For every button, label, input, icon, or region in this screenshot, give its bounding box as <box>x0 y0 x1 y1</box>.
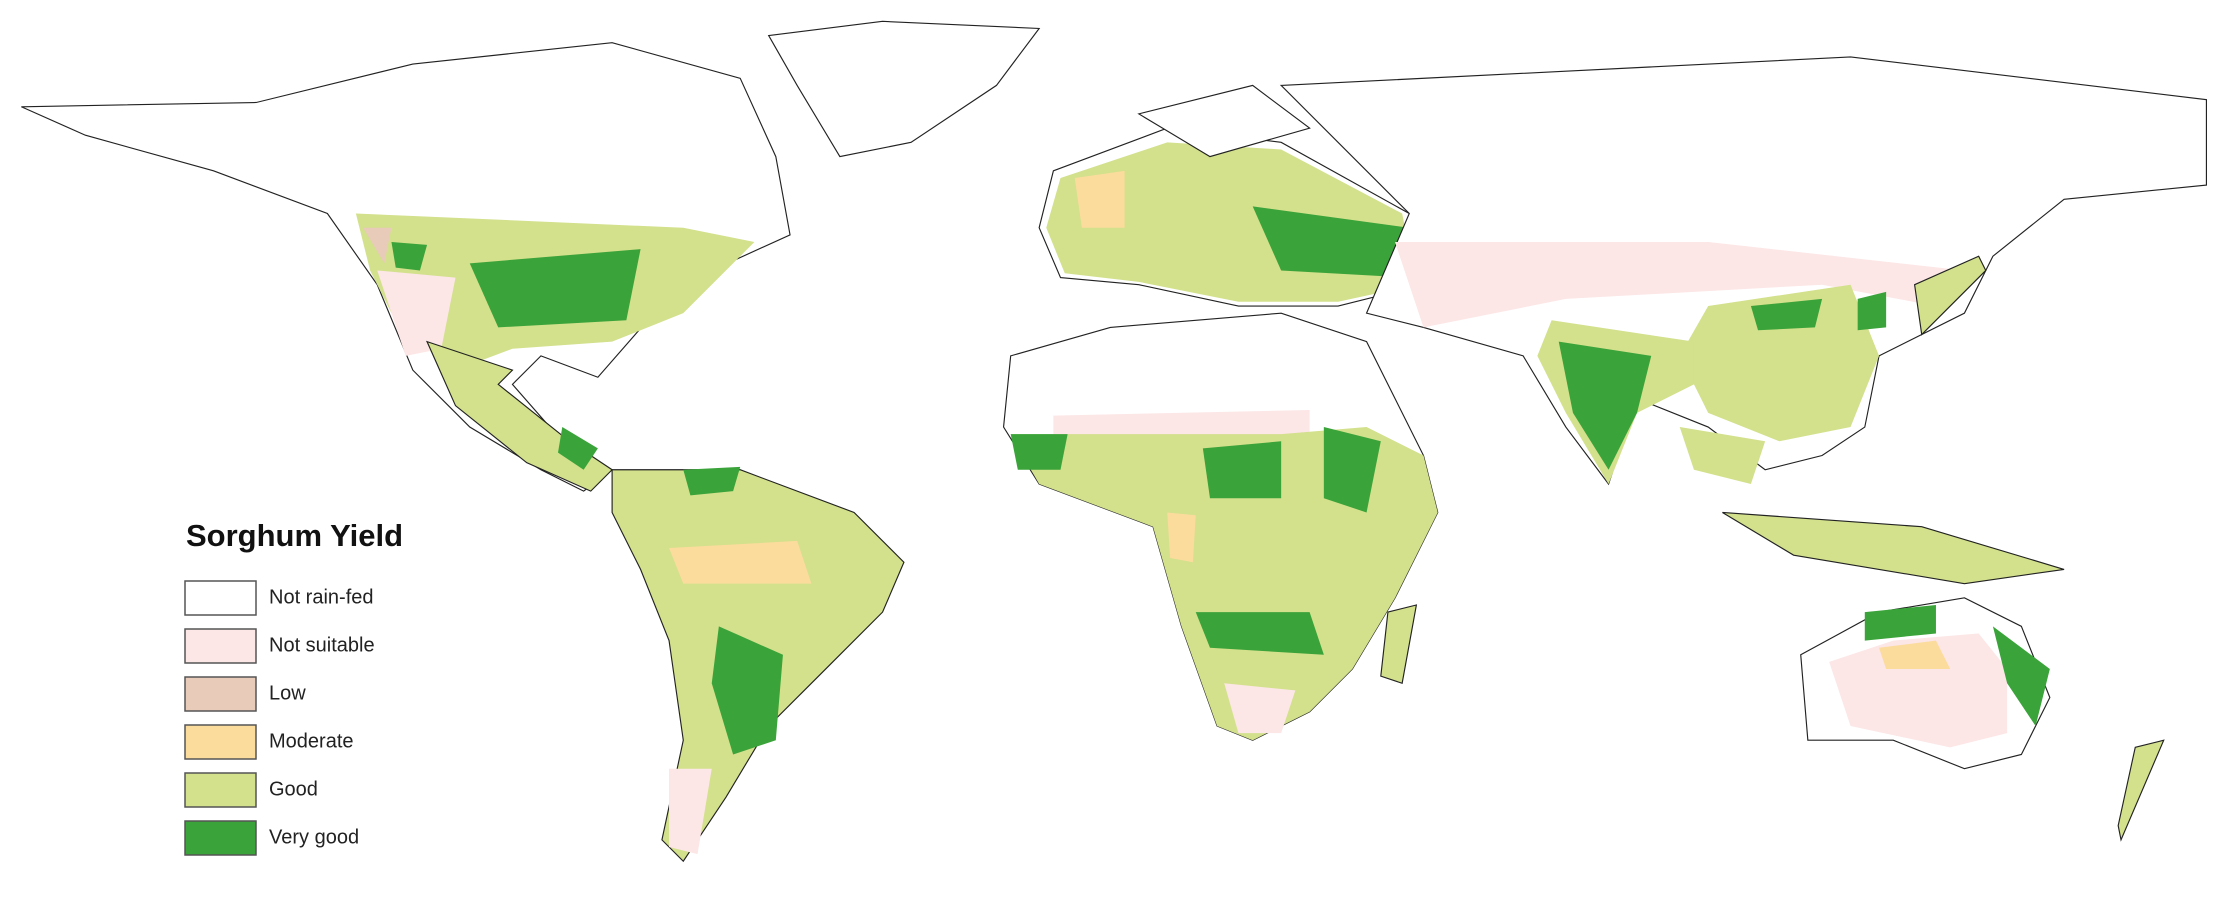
land-region <box>1323 427 1381 513</box>
land-region <box>1857 291 1887 331</box>
land-region <box>1722 511 2065 585</box>
legend-label: Not suitable <box>269 634 375 656</box>
land-region <box>1074 170 1125 228</box>
legend-label: Moderate <box>269 730 354 752</box>
land-region <box>1010 427 1438 741</box>
legend-swatch <box>184 628 257 664</box>
land-region <box>1202 441 1282 499</box>
land-region <box>1879 640 1951 670</box>
land-region <box>1252 206 1410 278</box>
legend-label: Very good <box>269 826 359 848</box>
legend-label: Good <box>269 778 318 800</box>
land-region <box>1558 341 1652 470</box>
land-region <box>469 249 641 328</box>
land-region <box>1380 604 1418 685</box>
legend-swatch <box>184 676 257 712</box>
land-region <box>669 768 712 855</box>
land-region <box>2117 739 2165 842</box>
legend-title: Sorghum Yield <box>186 518 403 553</box>
legend-label: Low <box>269 682 306 704</box>
land-region <box>1750 298 1823 331</box>
legend-swatch <box>184 580 257 616</box>
legend: Sorghum Yield Not rain-fed Not suitable Lo… <box>184 518 403 856</box>
land-region <box>669 540 812 584</box>
land-region <box>391 241 428 271</box>
world-map <box>21 20 2207 863</box>
land-region <box>362 227 392 264</box>
land-region <box>1829 633 2008 748</box>
land-region <box>1137 84 1311 158</box>
land-region <box>1679 427 1766 484</box>
land-region <box>1195 612 1324 655</box>
legend-swatch <box>184 724 257 760</box>
land-region <box>1167 512 1196 563</box>
land-region <box>1679 284 1880 442</box>
land-region <box>1864 604 1936 641</box>
legend-swatch <box>184 820 257 856</box>
land-region <box>558 427 598 470</box>
land-region <box>1010 434 1068 470</box>
land-region <box>1913 255 1987 336</box>
land-region <box>683 466 741 496</box>
land-region <box>1224 683 1296 734</box>
land-region <box>377 270 456 356</box>
land-region <box>767 20 1041 158</box>
legend-label: Not rain-fed <box>269 586 374 608</box>
land-region <box>711 626 783 755</box>
land-region <box>1395 241 1965 328</box>
land-region <box>1992 626 2050 726</box>
legend-swatch <box>184 772 257 808</box>
